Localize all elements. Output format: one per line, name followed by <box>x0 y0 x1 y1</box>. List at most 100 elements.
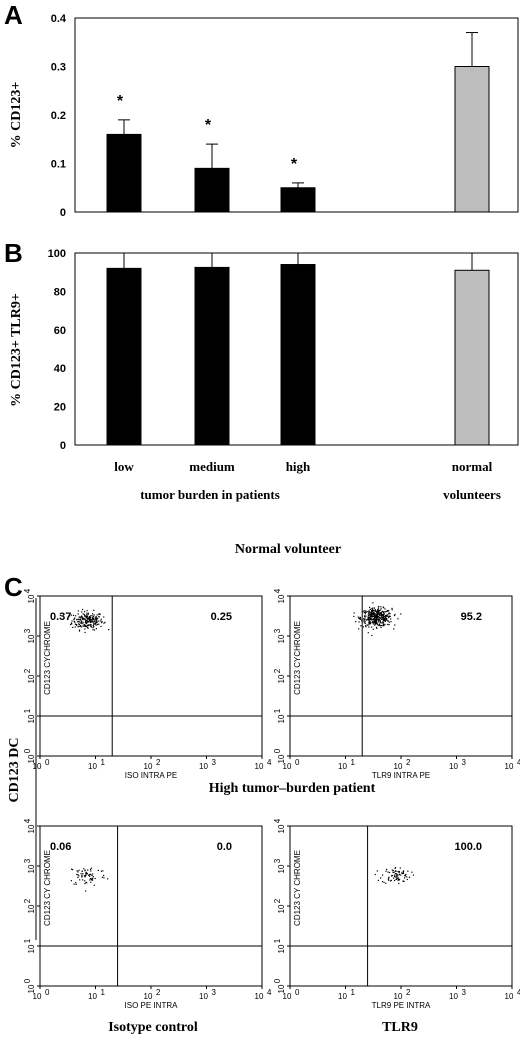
event-dot <box>368 622 370 624</box>
bar-normal <box>454 66 490 213</box>
event-dot <box>382 624 384 626</box>
event-dot <box>374 616 376 619</box>
event-dot <box>358 621 360 623</box>
event-dot <box>84 876 86 878</box>
event-dot <box>368 620 370 622</box>
event-dot <box>370 618 372 621</box>
event-dot <box>91 877 93 880</box>
event-dot <box>394 867 397 869</box>
event-dot <box>388 879 390 881</box>
event-dot <box>81 875 83 878</box>
event-dot <box>375 614 377 617</box>
event-dot <box>376 615 378 617</box>
event-dot <box>396 876 398 878</box>
event-dot <box>397 879 399 881</box>
event-dot <box>86 614 88 616</box>
event-dot <box>372 620 374 623</box>
event-dot <box>364 619 366 621</box>
event-dot <box>363 610 365 612</box>
event-dot <box>364 622 366 625</box>
y-tick-label-base: 10 <box>277 904 286 913</box>
event-dot <box>69 615 71 617</box>
event-dot <box>384 619 386 621</box>
event-dot <box>73 620 75 622</box>
event-dot <box>371 610 373 613</box>
dot-plot-frame <box>289 595 513 757</box>
event-dot <box>82 613 84 615</box>
event-dot <box>388 616 390 619</box>
y-axis-label: CD123 CYCHROME <box>43 621 52 695</box>
event-dot <box>84 880 86 882</box>
event-dot <box>86 622 88 624</box>
x-tick-label-base: 10 <box>283 762 292 771</box>
event-dot <box>82 618 84 620</box>
event-dot <box>77 876 79 878</box>
x-tick-label-exp: 4 <box>517 988 520 997</box>
event-dot <box>371 619 373 621</box>
event-dot <box>78 618 80 621</box>
event-dot <box>388 616 390 618</box>
quadrant-upper-left: 0.37 <box>50 611 71 623</box>
event-dot <box>384 608 386 610</box>
event-dot <box>91 879 94 881</box>
event-dot <box>376 613 378 615</box>
x-label-low: low <box>114 459 134 474</box>
event-dot <box>84 625 86 627</box>
y-tick-label-exp: 1 <box>273 708 282 713</box>
column-label-isotype: Isotype control <box>108 1020 198 1035</box>
event-dot <box>100 625 102 627</box>
event-dot <box>88 618 90 620</box>
event-dot <box>367 618 369 621</box>
y-tick-label-base: 10 <box>277 864 286 873</box>
event-dot <box>391 869 393 871</box>
x-axis-label: ISO PE INTRA <box>125 1001 179 1010</box>
bar-normal <box>454 269 490 446</box>
event-dot <box>369 623 371 625</box>
y-tick-label-exp: 2 <box>273 668 282 673</box>
event-dot <box>85 625 88 627</box>
y-tick-label-exp: 2 <box>23 898 32 903</box>
event-dot <box>372 621 374 624</box>
event-dot <box>79 619 81 621</box>
event-dot <box>92 876 94 878</box>
event-dot <box>379 616 381 619</box>
x-tick-label-exp: 0 <box>45 988 50 997</box>
y-tick-label-base: 10 <box>277 714 286 723</box>
event-dot <box>381 615 383 617</box>
event-dot <box>398 872 400 874</box>
event-dot <box>79 616 81 618</box>
event-dot <box>386 609 388 612</box>
event-dot <box>88 874 90 876</box>
event-dot <box>388 615 390 617</box>
event-dot <box>373 621 375 623</box>
event-dot <box>366 624 368 626</box>
event-dot <box>388 609 390 612</box>
event-dot <box>85 871 87 874</box>
event-dot <box>377 618 380 620</box>
event-dot <box>87 869 89 871</box>
event-dot <box>92 629 94 631</box>
quadrant-upper-right: 0.0 <box>217 841 232 853</box>
event-dot <box>368 617 370 619</box>
event-dot <box>380 613 382 615</box>
event-dot <box>382 625 384 627</box>
event-dot <box>374 622 376 624</box>
event-dot <box>378 621 380 623</box>
event-dot <box>89 621 92 624</box>
event-dot <box>363 611 366 614</box>
event-dot <box>379 624 381 626</box>
y-tick-label-base: 10 <box>277 984 286 993</box>
event-dot <box>93 619 95 621</box>
event-dot <box>393 874 395 876</box>
x-tick-label-exp: 4 <box>267 758 272 767</box>
event-dot <box>391 607 393 610</box>
event-dot <box>390 875 393 877</box>
event-dot <box>87 612 89 614</box>
event-dot <box>376 870 378 872</box>
y-tick-label-exp: 4 <box>23 818 32 823</box>
event-dot <box>378 610 381 612</box>
event-dot <box>363 619 365 621</box>
event-dot <box>74 615 77 617</box>
event-dot <box>371 608 374 610</box>
event-dot <box>373 619 375 621</box>
